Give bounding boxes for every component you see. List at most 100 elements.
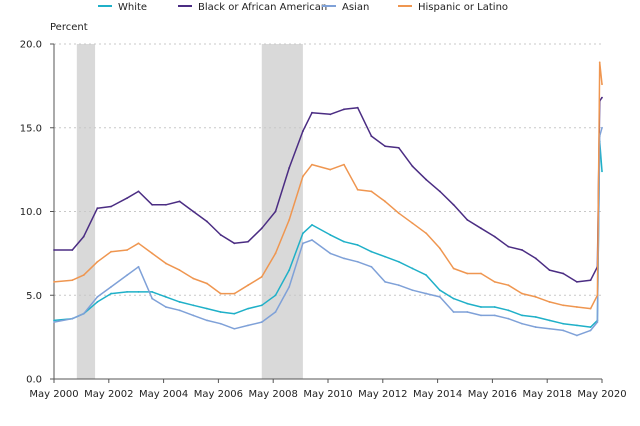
data-point-asian bbox=[219, 322, 222, 325]
data-point-white bbox=[311, 224, 313, 226]
data-point-asian bbox=[206, 319, 208, 322]
data-point-black-or-african-american bbox=[137, 190, 140, 193]
data-point-asian bbox=[562, 329, 565, 332]
data-point-black-or-african-american bbox=[384, 145, 386, 148]
data-point-asian bbox=[233, 327, 236, 330]
data-point-white bbox=[301, 232, 304, 235]
data-point-asian bbox=[534, 326, 537, 328]
data-point-hispanic-or-latino bbox=[575, 306, 578, 308]
data-point-black-or-african-american bbox=[151, 203, 154, 206]
data-point-white bbox=[589, 326, 592, 328]
data-point-hispanic-or-latino bbox=[110, 250, 112, 253]
data-point-asian bbox=[601, 126, 603, 129]
data-point-black-or-african-american bbox=[601, 96, 603, 99]
recession-band-2 bbox=[261, 44, 303, 379]
data-point-black-or-african-american bbox=[247, 240, 249, 243]
data-point-asian bbox=[548, 327, 551, 330]
data-point-asian bbox=[247, 324, 249, 327]
data-point-black-or-african-american bbox=[507, 245, 510, 248]
data-point-white bbox=[548, 319, 551, 322]
data-point-black-or-african-american bbox=[126, 197, 128, 200]
x-tick-label: May 2006 bbox=[194, 389, 243, 400]
data-point-hispanic-or-latino bbox=[370, 190, 373, 193]
data-point-hispanic-or-latino bbox=[493, 280, 496, 283]
data-point-black-or-african-american bbox=[575, 280, 578, 283]
data-point-white bbox=[274, 294, 277, 297]
data-point-hispanic-or-latino bbox=[192, 277, 195, 280]
data-point-asian bbox=[311, 239, 313, 241]
data-point-white bbox=[247, 307, 249, 310]
data-point-asian bbox=[384, 280, 386, 283]
legend-label-asian: Asian bbox=[342, 2, 369, 13]
data-point-asian bbox=[397, 284, 400, 287]
data-point-white bbox=[178, 301, 181, 303]
data-point-white bbox=[126, 291, 128, 293]
data-point-black-or-african-american bbox=[311, 111, 313, 114]
data-point-white bbox=[411, 267, 414, 270]
x-tick-label: May 2014 bbox=[413, 389, 462, 400]
y-axis-label: Percent bbox=[50, 22, 88, 33]
data-point-hispanic-or-latino bbox=[96, 260, 99, 263]
data-point-black-or-african-american bbox=[452, 203, 455, 206]
data-point-black-or-african-american bbox=[534, 257, 537, 260]
data-point-black-or-african-american bbox=[219, 234, 222, 236]
data-point-asian bbox=[575, 334, 578, 337]
data-point-hispanic-or-latino bbox=[452, 267, 455, 270]
data-point-black-or-african-american bbox=[260, 227, 263, 230]
series-line-hispanic-or-latino bbox=[53, 61, 603, 310]
data-point-black-or-african-american bbox=[192, 210, 195, 213]
data-point-asian bbox=[493, 314, 496, 317]
data-point-hispanic-or-latino bbox=[438, 247, 441, 250]
data-point-black-or-african-american bbox=[110, 205, 112, 208]
data-point-white bbox=[206, 307, 208, 310]
data-point-white bbox=[601, 170, 603, 173]
data-point-hispanic-or-latino bbox=[534, 296, 537, 298]
series-lines bbox=[53, 61, 603, 337]
y-tick-label: 0.0 bbox=[26, 375, 42, 386]
data-point-black-or-african-american bbox=[370, 135, 373, 138]
data-point-asian bbox=[301, 242, 304, 245]
data-point-white bbox=[493, 306, 496, 308]
data-point-black-or-african-american bbox=[53, 249, 55, 251]
data-point-white bbox=[356, 244, 359, 246]
data-point-black-or-african-american bbox=[480, 227, 482, 230]
data-point-asian bbox=[178, 309, 181, 312]
data-point-asian bbox=[192, 314, 195, 317]
data-point-white bbox=[192, 304, 195, 307]
data-point-asian bbox=[480, 314, 482, 317]
axes: 0.0 5.0 10.0 15.0 20.0 May 2000 May 2002 May 20… bbox=[20, 40, 627, 401]
data-point-asian bbox=[96, 296, 99, 298]
data-point-hispanic-or-latino bbox=[521, 292, 523, 295]
data-point-black-or-african-american bbox=[206, 220, 208, 223]
data-point-asian bbox=[329, 252, 332, 255]
data-point-asian bbox=[53, 321, 55, 323]
data-point-asian bbox=[343, 257, 345, 260]
data-point-white bbox=[384, 255, 386, 258]
data-point-black-or-african-american bbox=[96, 207, 99, 210]
data-point-white bbox=[343, 240, 345, 243]
data-point-black-or-african-american bbox=[438, 190, 441, 193]
data-point-hispanic-or-latino bbox=[601, 83, 603, 86]
data-point-hispanic-or-latino bbox=[288, 218, 291, 221]
data-point-asian bbox=[71, 317, 74, 320]
data-point-white bbox=[370, 250, 373, 253]
data-point-asian bbox=[438, 296, 441, 298]
data-point-hispanic-or-latino bbox=[247, 284, 249, 287]
legend-item-black-or-african-american: Black or African American bbox=[178, 2, 327, 13]
series-black-or-african-american bbox=[53, 96, 603, 283]
legend-item-hispanic-or-latino: Hispanic or Latino bbox=[398, 2, 508, 13]
legend: White Black or African American Asian Hispa… bbox=[98, 2, 508, 13]
data-point-white bbox=[466, 302, 469, 305]
data-point-asian bbox=[411, 289, 414, 292]
data-point-hispanic-or-latino bbox=[589, 307, 592, 310]
data-point-white bbox=[219, 311, 222, 313]
x-tick-label: May 2002 bbox=[84, 389, 133, 400]
series-line-asian bbox=[53, 127, 603, 337]
x-tick-label: May 2010 bbox=[303, 389, 352, 400]
data-point-hispanic-or-latino bbox=[384, 200, 386, 203]
data-point-black-or-african-american bbox=[71, 249, 74, 251]
data-point-hispanic-or-latino bbox=[219, 292, 222, 295]
data-point-black-or-african-american bbox=[589, 279, 592, 282]
data-point-hispanic-or-latino bbox=[356, 188, 359, 191]
data-point-white bbox=[96, 301, 99, 303]
